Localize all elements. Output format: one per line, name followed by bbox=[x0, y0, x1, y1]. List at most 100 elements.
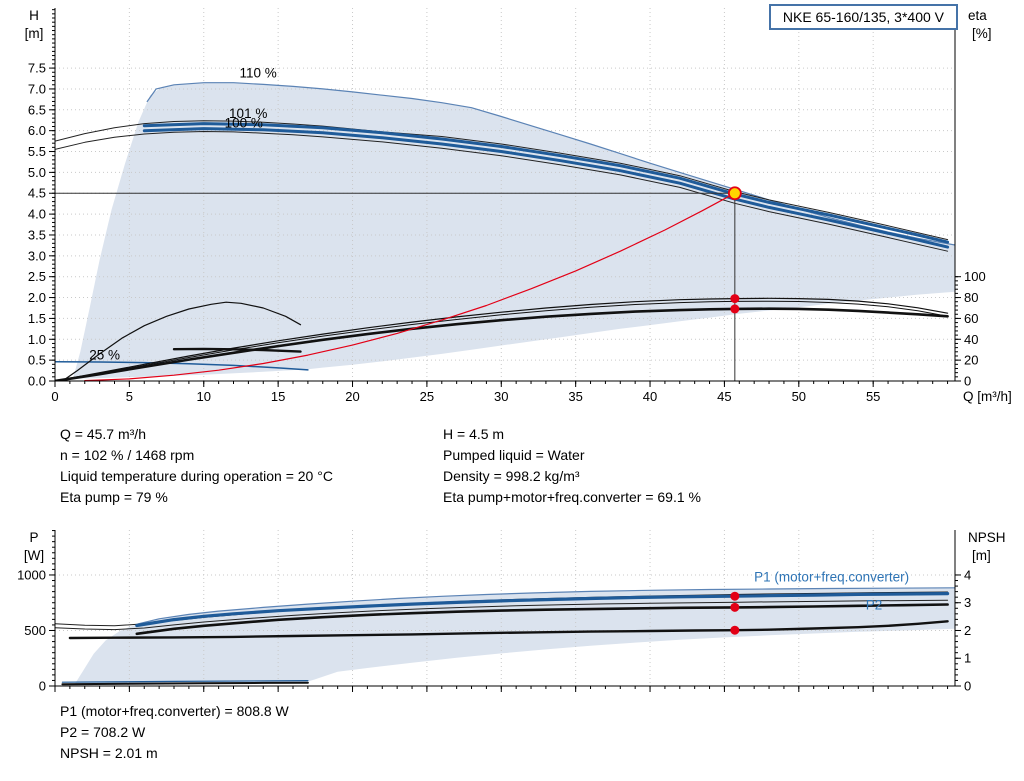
x-tick-label: 25 bbox=[420, 389, 434, 404]
y-tick-label: 3.5 bbox=[28, 227, 46, 242]
y2-tick-label: 1 bbox=[964, 651, 971, 666]
axes bbox=[49, 8, 961, 387]
x-tick-label: 15 bbox=[271, 389, 285, 404]
label-101: 101 % bbox=[229, 106, 267, 121]
y-tick-label: 2.0 bbox=[28, 290, 46, 305]
y2-axis-title: NPSH bbox=[968, 530, 1006, 545]
p-25-curve bbox=[61, 681, 309, 686]
x-tick-label: 45 bbox=[717, 389, 731, 404]
y-axis-title: [W] bbox=[24, 548, 44, 563]
label-p1: P1 (motor+freq.converter) bbox=[754, 570, 909, 585]
system-curve bbox=[84, 192, 736, 381]
speed-25-curve bbox=[55, 361, 309, 371]
p1-point bbox=[730, 591, 740, 601]
x-tick-label: 40 bbox=[643, 389, 657, 404]
eta-pump-point bbox=[730, 294, 740, 304]
duty-summary-block: Q = 45.7 m³/h n = 102 % / 1468 rpm Liqui… bbox=[60, 424, 960, 514]
duty-summary-col1: Q = 45.7 m³/h n = 102 % / 1468 rpm Liqui… bbox=[60, 424, 333, 508]
y-tick-label: 1000 bbox=[17, 567, 46, 582]
y-tick-label: 0.0 bbox=[28, 374, 46, 389]
npsh-curve bbox=[68, 620, 949, 640]
operating-envelope bbox=[74, 587, 955, 685]
label-25: 25 % bbox=[89, 347, 120, 362]
info-npsh: NPSH = 2.01 m bbox=[60, 745, 158, 761]
y-tick-label: 7.5 bbox=[28, 61, 46, 76]
y-tick-label: 5.0 bbox=[28, 165, 46, 180]
info-pumped-liquid: Pumped liquid = Water bbox=[443, 447, 585, 463]
y2-axis-title: [%] bbox=[972, 26, 992, 41]
info-density: Density = 998.2 kg/m³ bbox=[443, 468, 580, 484]
y2-tick-label: 0 bbox=[964, 679, 971, 694]
p2-point bbox=[730, 602, 740, 612]
y2-tick-label: 80 bbox=[964, 290, 978, 305]
y-axis-title: [m] bbox=[25, 26, 44, 41]
y2-tick-label: 20 bbox=[964, 353, 978, 368]
y-tick-label: 2.5 bbox=[28, 269, 46, 284]
p-25-upper-curve bbox=[61, 680, 309, 683]
x-tick-label: 50 bbox=[792, 389, 806, 404]
y-tick-label: 1.5 bbox=[28, 311, 46, 326]
x-tick-label: 55 bbox=[866, 389, 880, 404]
info-p1: P1 (motor+freq.converter) = 808.8 W bbox=[60, 703, 289, 719]
eta-pump-25-curve bbox=[61, 301, 302, 381]
p1-tolerance-lower-curve bbox=[55, 599, 949, 631]
speed-101-curve bbox=[142, 122, 950, 244]
series-group bbox=[55, 82, 955, 381]
power-npsh-chart: P1 (motor+freq.converter) P2 0 500 1000 0 1 2 3 4… bbox=[17, 530, 1006, 694]
axes bbox=[49, 530, 961, 692]
p2-curve bbox=[135, 603, 949, 636]
x-tick-label: 5 bbox=[126, 389, 133, 404]
y-tick-label: 5.5 bbox=[28, 144, 46, 159]
y2-axis-title: [m] bbox=[972, 548, 991, 563]
info-head: H = 4.5 m bbox=[443, 426, 505, 442]
eta-total-curve bbox=[55, 307, 949, 381]
y-tick-label: 6.5 bbox=[28, 102, 46, 117]
info-eta-total: Eta pump+motor+freq.converter = 69.1 % bbox=[443, 489, 701, 505]
x-tick-label: 20 bbox=[345, 389, 359, 404]
info-flow: Q = 45.7 m³/h bbox=[60, 426, 146, 442]
pump-model-label: NKE 65-160/135, 3*400 V bbox=[782, 9, 944, 25]
eta-total-25-curve bbox=[172, 347, 302, 353]
y-tick-label: 0 bbox=[39, 679, 46, 694]
y-tick-label: 3.0 bbox=[28, 248, 46, 263]
duty-point bbox=[727, 186, 742, 201]
power-summary-block: P1 (motor+freq.converter) = 808.8 W P2 =… bbox=[60, 701, 289, 764]
p1-curve bbox=[135, 592, 950, 628]
y-tick-label: 500 bbox=[24, 623, 46, 638]
speed-100-curve bbox=[142, 127, 950, 249]
label-110: 110 % bbox=[239, 65, 276, 80]
y2-axis-title: eta bbox=[968, 8, 987, 23]
npsh-point bbox=[730, 625, 740, 635]
x-tick-label: 0 bbox=[51, 389, 58, 404]
info-p2: P2 = 708.2 W bbox=[60, 724, 146, 740]
y-tick-label: 0.5 bbox=[28, 353, 46, 368]
y2-tick-label: 40 bbox=[964, 332, 978, 347]
series-group bbox=[55, 587, 955, 686]
pump-model-box: NKE 65-160/135, 3*400 V bbox=[768, 4, 958, 30]
y2-tick-label: 0 bbox=[964, 374, 971, 389]
x-axis-title: Q [m³/h] bbox=[963, 389, 1012, 404]
info-liquid-temp: Liquid temperature during operation = 20… bbox=[60, 468, 333, 484]
y-tick-label: 7.0 bbox=[28, 81, 46, 96]
y2-tick-label: 3 bbox=[964, 595, 971, 610]
eta-total-point bbox=[730, 304, 740, 314]
info-speed: n = 102 % / 1468 rpm bbox=[60, 447, 195, 463]
y-axis-title: H bbox=[29, 8, 39, 23]
y2-tick-label: 4 bbox=[964, 567, 971, 582]
y2-tick-label: 60 bbox=[964, 311, 978, 326]
p-110-curve bbox=[137, 587, 955, 625]
label-p2: P2 bbox=[866, 597, 883, 612]
info-eta-pump: Eta pump = 79 % bbox=[60, 489, 168, 505]
y-tick-label: 4.5 bbox=[28, 186, 46, 201]
y-axis-title: P bbox=[29, 530, 38, 545]
hq-chart: 110 % 101 %100 % 25 % 0 5 10 15 20 25 30 35 40 45 50 5… bbox=[25, 8, 1012, 404]
x-tick-label: 35 bbox=[568, 389, 582, 404]
eta-pump-tolerance-curve bbox=[55, 300, 949, 381]
x-tick-label: 10 bbox=[197, 389, 211, 404]
label-100: 100 % bbox=[225, 115, 263, 130]
y-tick-label: 1.0 bbox=[28, 332, 46, 347]
y2-tick-label: 2 bbox=[964, 623, 971, 638]
tolerance-lower-curve bbox=[55, 131, 949, 252]
